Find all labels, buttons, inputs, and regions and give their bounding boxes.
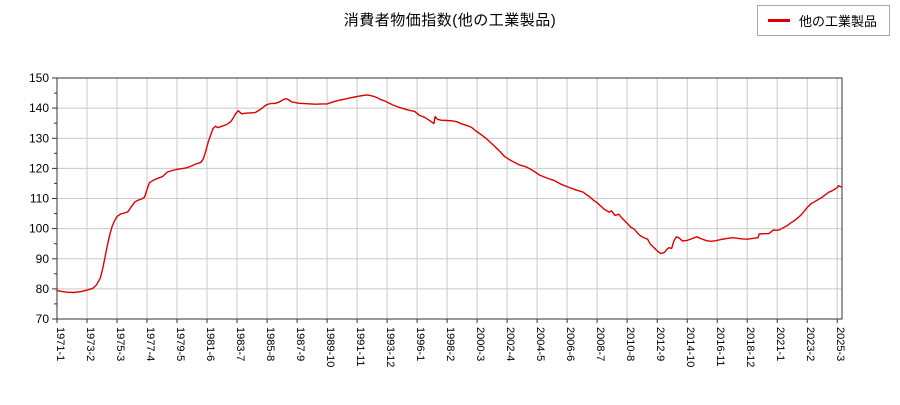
x-axis-tick-label: 1998-2 [444,327,456,361]
x-axis-tick-label: 2021-1 [774,327,786,361]
x-axis-tick-label: 1975-3 [114,327,126,361]
x-axis-tick-label: 2008-7 [594,327,606,361]
x-axis-tick-label: 1981-6 [204,327,216,361]
y-axis-tick-label: 110 [30,192,49,206]
x-axis-tick-label: 2010-8 [624,327,636,361]
x-axis-tick-label: 2000-3 [474,327,486,361]
x-axis-tick-label: 1971-1 [54,327,66,361]
x-axis-tick-label: 2016-11 [714,327,726,367]
x-axis-tick-label: 2002-4 [504,327,516,361]
y-axis-tick-label: 80 [36,282,50,296]
x-axis-tick-label: 2014-10 [684,327,696,367]
x-axis-tick-label: 1991-11 [354,327,366,367]
cpi-data-line [56,94,842,294]
x-axis-tick-label: 2023-2 [804,327,816,361]
x-axis-tick-label: 1985-8 [264,327,276,361]
x-axis-tick-label: 1979-5 [174,327,186,361]
legend-series-label: 他の工業製品 [798,14,877,29]
x-axis-tick-label: 1983-7 [234,327,246,361]
x-axis-tick-label: 2012-9 [654,327,666,361]
y-axis-tick-label: 140 [29,101,49,115]
x-axis-tick-label: 2006-6 [564,327,576,361]
y-axis-tick-label: 130 [29,131,49,145]
x-axis-tick-label: 1987-9 [294,327,306,361]
y-axis-tick-label: 150 [29,71,49,85]
y-axis-tick-label: 70 [36,312,50,326]
y-axis-tick-label: 90 [36,252,50,266]
x-axis-tick-label: 1996-1 [414,327,426,361]
chart-title: 消費者物価指数(他の工業製品) [343,12,557,29]
x-axis-tick-label: 2025-3 [834,327,846,361]
x-axis-tick-label: 2018-12 [744,327,756,367]
x-axis-tick-label: 2004-5 [534,327,546,361]
legend-line-sample-icon [767,19,790,22]
x-axis-tick-label: 1993-12 [384,327,396,367]
y-axis-tick-label: 120 [29,161,49,175]
y-axis-tick-label: 100 [29,222,49,236]
x-axis-tick-label: 1989-10 [324,327,336,367]
x-axis-tick-label: 1973-2 [84,327,96,361]
x-axis-tick-label: 1977-4 [144,327,156,361]
legend: 他の工業製品 [756,5,890,36]
